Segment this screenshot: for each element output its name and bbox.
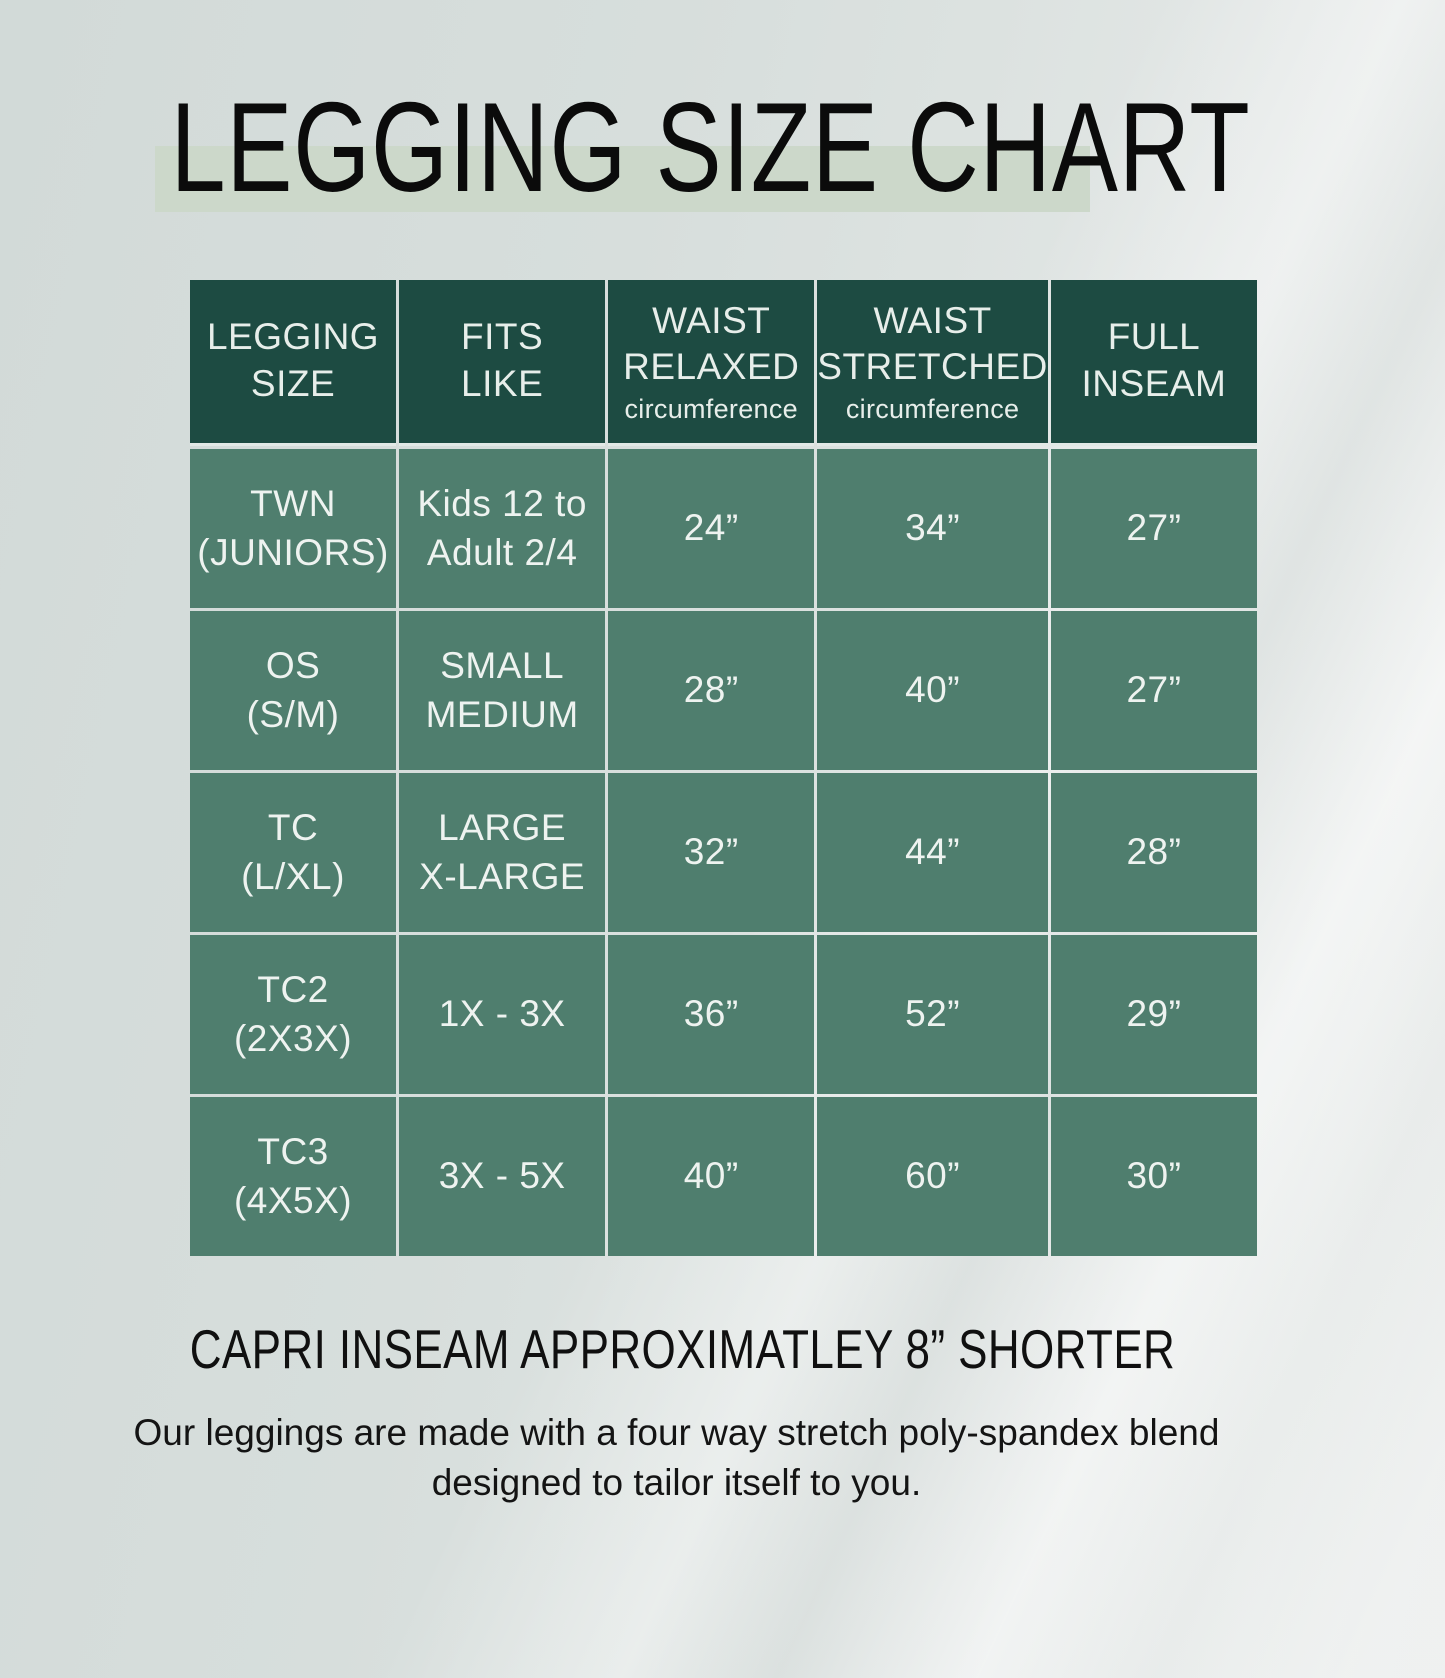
header-subline: circumference	[624, 393, 798, 424]
cell-waist-stretched: 40”	[817, 611, 1048, 770]
cell-line: TWN	[250, 482, 336, 524]
cell-line: TC3	[257, 1130, 329, 1172]
cell-line: MEDIUM	[425, 693, 579, 735]
header-line: FULL	[1107, 316, 1201, 358]
cell-value: 32”	[683, 831, 739, 873]
cell-fits: 3X - 5X	[399, 1097, 606, 1256]
cell-full-inseam: 30”	[1050, 1097, 1257, 1256]
header-line: INSEAM	[1081, 362, 1227, 404]
cell-full-inseam: 27”	[1050, 449, 1257, 608]
fabric-description-line1: Our leggings are made with a four way st…	[133, 1412, 1220, 1453]
cell-full-inseam: 29”	[1050, 935, 1257, 1094]
cell-full-inseam: 28”	[1050, 773, 1257, 932]
cell-line: TC2	[257, 968, 329, 1010]
cell-waist-relaxed: 36”	[608, 935, 815, 1094]
cell-size: TC3 (4X5X)	[190, 1097, 397, 1256]
cell-line: OS	[265, 644, 321, 686]
size-chart-table: LEGGING SIZE FITS LIKE WAIST RELAXED cir…	[190, 280, 1257, 1256]
cell-fits: SMALL MEDIUM	[399, 611, 606, 770]
header-subline: circumference	[845, 393, 1020, 424]
cell-value: 40”	[905, 669, 961, 711]
cell-value: 60”	[905, 1155, 961, 1197]
cell-line: (L/XL)	[241, 855, 345, 897]
cell-waist-relaxed: 28”	[608, 611, 815, 770]
cell-waist-stretched: 34”	[817, 449, 1048, 608]
header-line: WAIST	[873, 300, 992, 342]
cell-line: 1X - 3X	[438, 993, 566, 1035]
cell-size: TWN (JUNIORS)	[190, 449, 397, 608]
cell-waist-stretched: 60”	[817, 1097, 1048, 1256]
cell-size: TC (L/XL)	[190, 773, 397, 932]
cell-value: 24”	[683, 507, 739, 549]
title-highlight-band	[155, 146, 1090, 212]
header-line: SIZE	[250, 362, 336, 404]
header-line: STRETCHED	[817, 346, 1048, 388]
cell-waist-stretched: 52”	[817, 935, 1048, 1094]
header-cell-fits-like: FITS LIKE	[399, 280, 606, 446]
header-line: WAIST	[652, 300, 771, 342]
fabric-description: Our leggings are made with a four way st…	[0, 1408, 1399, 1507]
cell-waist-relaxed: 24”	[608, 449, 815, 608]
header-cell-legging-size: LEGGING SIZE	[190, 280, 397, 446]
cell-line: Adult 2/4	[426, 531, 578, 573]
cell-value: 30”	[1126, 1155, 1182, 1197]
cell-value: 36”	[683, 993, 739, 1035]
cell-fits: 1X - 3X	[399, 935, 606, 1094]
cell-value: 40”	[683, 1155, 739, 1197]
header-line: FITS	[461, 316, 544, 358]
cell-value: 27”	[1126, 669, 1182, 711]
cell-line: (4X5X)	[233, 1179, 353, 1221]
cell-line: 3X - 5X	[438, 1155, 566, 1197]
cell-value: 27”	[1126, 507, 1182, 549]
page-title: LEGGING SIZE CHART	[170, 76, 1251, 218]
cell-line: (S/M)	[246, 693, 340, 735]
cell-value: 29”	[1126, 993, 1182, 1035]
cell-waist-relaxed: 32”	[608, 773, 815, 932]
capri-inseam-note: CAPRI INSEAM APPROXIMATLEY 8” SHORTER	[189, 1318, 1176, 1380]
cell-value: 52”	[905, 993, 961, 1035]
cell-waist-relaxed: 40”	[608, 1097, 815, 1256]
header-cell-waist-stretched: WAIST STRETCHED circumference	[817, 280, 1048, 446]
header-line: LEGGING	[206, 316, 380, 358]
header-cell-waist-relaxed: WAIST RELAXED circumference	[608, 280, 815, 446]
cell-value: 34”	[905, 507, 961, 549]
cell-line: LARGE	[438, 806, 567, 848]
cell-line: (2X3X)	[233, 1017, 353, 1059]
header-line: LIKE	[461, 362, 544, 404]
fabric-description-line2: designed to tailor itself to you.	[431, 1461, 922, 1503]
cell-size: OS (S/M)	[190, 611, 397, 770]
header-line: RELAXED	[623, 346, 800, 388]
cell-value: 28”	[683, 669, 739, 711]
cell-line: X-LARGE	[419, 855, 586, 897]
cell-line: SMALL	[440, 644, 565, 686]
cell-waist-stretched: 44”	[817, 773, 1048, 932]
cell-line: TC	[267, 806, 319, 848]
cell-line: Kids 12 to	[417, 482, 587, 524]
cell-value: 28”	[1126, 831, 1182, 873]
cell-size: TC2 (2X3X)	[190, 935, 397, 1094]
cell-full-inseam: 27”	[1050, 611, 1257, 770]
cell-value: 44”	[905, 831, 961, 873]
cell-fits: LARGE X-LARGE	[399, 773, 606, 932]
cell-line: (JUNIORS)	[197, 531, 389, 573]
cell-fits: Kids 12 to Adult 2/4	[399, 449, 606, 608]
header-cell-full-inseam: FULL INSEAM	[1050, 280, 1257, 446]
